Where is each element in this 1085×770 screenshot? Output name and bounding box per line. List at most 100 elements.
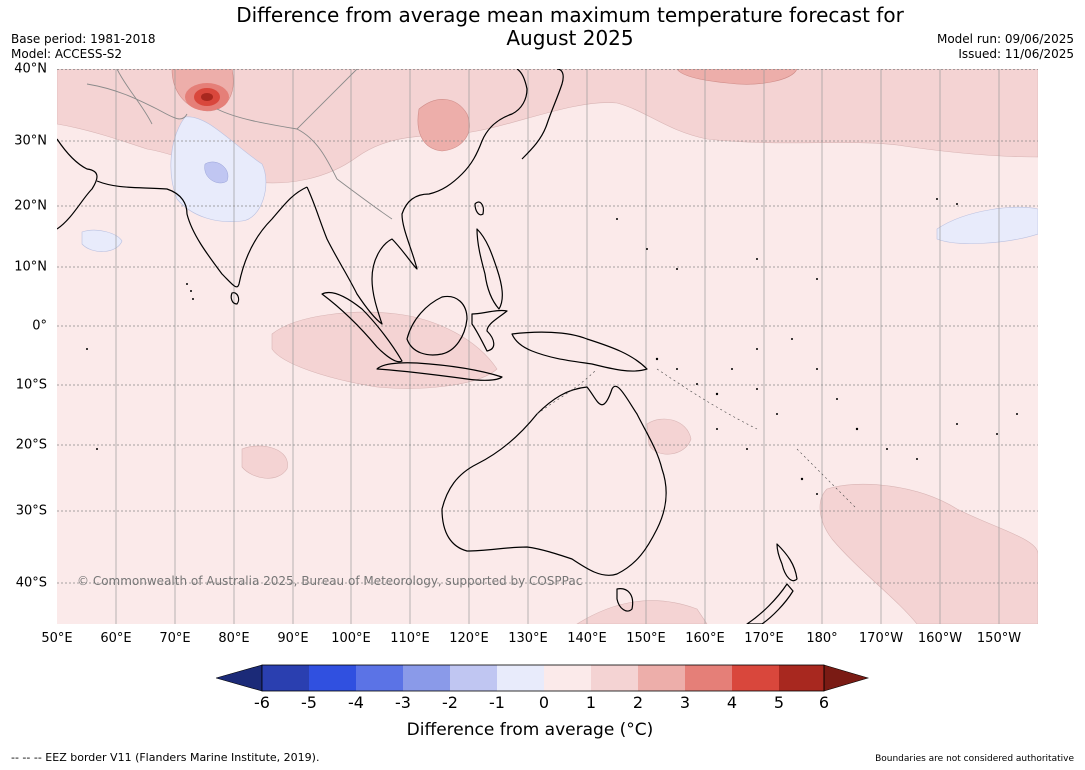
anomaly-hotspot [185,83,229,111]
lat-label-20n: 20°N [14,198,47,214]
colorbar-tick: -4 [348,693,364,712]
colorbar-segment [403,665,450,691]
lon-label-70e: 70°E [159,631,191,646]
anomaly-sumatra-java [271,311,498,389]
lat-label-30n: 30°N [14,133,47,149]
colorbar-tick: 4 [726,693,738,712]
issued-date-text: Issued: 11/06/2025 [958,47,1074,61]
lat-label-40n: 40°N [14,61,47,77]
lon-label-170w: 170°W [858,631,904,646]
lat-label-30s: 30°S [15,503,47,519]
colorbar-segment [779,665,824,691]
anomaly-east-china [417,99,470,152]
title-line-2: August 2025 [506,26,634,50]
coast-sumatra [321,291,403,363]
eez-borders [536,368,858,510]
lat-label-10s: 10°S [15,377,47,393]
coastlines [57,69,798,624]
coast-philippines [476,228,503,310]
colorbar-tick: 3 [679,693,691,712]
colorbar-segment [732,665,779,691]
lat-label-10n: 10°N [14,259,47,275]
coast-se-asia [306,69,528,325]
colorbar-arrow-low [216,664,263,692]
coast-java [376,362,503,381]
coast-borneo [406,295,468,356]
lon-label-80e: 80°E [218,631,250,646]
model-run-text: Model run: 09/06/2025 [936,32,1074,46]
graticule [115,69,1000,624]
lon-label-130e: 130°E [508,631,548,646]
colorbar-tick: -1 [489,693,505,712]
lon-label-150w: 150°W [976,631,1022,646]
anomaly-south-strip [576,600,708,624]
coast-arabia [57,138,98,230]
colorbar-segment [450,665,497,691]
colorbar-title: Difference from average (°C) [406,720,654,740]
coast-new-zealand-south [746,583,794,624]
anomaly-mongolia [676,69,798,85]
colorbar-segment [685,665,732,691]
coast-new-zealand-north [776,543,798,582]
lat-label-40s: 40°S [15,575,47,591]
lon-label-150e: 150°E [626,631,666,646]
lon-label-180: 180° [806,631,838,646]
anomaly-plus1-areas [57,69,1038,624]
colorbar-segment [262,665,309,691]
colorbar [216,664,870,692]
lon-label-120e: 120°E [449,631,489,646]
lon-label-160w: 160°W [917,631,963,646]
copyright-notice: © Commonwealth of Australia 2025, Bureau… [77,574,583,588]
coast-india [96,180,308,288]
anomaly-arabian-cool [81,229,123,252]
run-info: Model run: 09/06/2025 Issued: 11/06/2025 [937,32,1074,62]
lat-label-20s: 20°S [15,437,47,453]
colorbar-segment [638,665,685,691]
coast-tasmania [616,588,634,612]
map-title: Difference from average mean maximum tem… [180,4,960,50]
colorbar-tick: 1 [585,693,597,712]
lon-label-170e: 170°E [744,631,784,646]
colorbar-segment [497,665,544,691]
coast-australia [441,385,667,576]
pacific-islands [86,198,1018,495]
colorbar-tick: 0 [538,693,550,712]
colorbar-segment [309,665,356,691]
coast-new-guinea [511,331,648,372]
colorbar-tick: 5 [773,693,785,712]
coast-japan [521,69,564,160]
anomaly-tasman [819,483,1038,624]
anomaly-north-pacific-cool [936,206,1038,244]
coast-sulawesi [471,309,508,352]
lat-label-equator: 0° [32,318,47,334]
colorbar-tick: 2 [632,693,644,712]
latitude-lines [57,69,1038,584]
colorbar-frame [261,664,825,692]
lon-label-90e: 90°E [277,631,309,646]
boundaries-disclaimer: Boundaries are not considered authoritat… [875,754,1074,764]
lon-label-140e: 140°E [567,631,607,646]
lon-label-110e: 110°E [390,631,430,646]
colorbar-segment [591,665,638,691]
colorbar-tick: -3 [395,693,411,712]
colorbar-segment [356,665,403,691]
lon-label-50e: 50°E [41,631,73,646]
model-info: Base period: 1981-2018 Model: ACCESS-S2 [11,32,156,62]
colorbar-segment [544,665,591,691]
country-borders [86,69,393,220]
lon-label-100e: 100°E [331,631,371,646]
title-line-1: Difference from average mean maximum tem… [236,3,904,27]
lon-label-60e: 60°E [100,631,132,646]
colorbar-tick: -2 [442,693,458,712]
forecast-map [57,69,1038,624]
lon-label-160e: 160°E [685,631,725,646]
anomaly-south-indian [241,445,288,479]
colorbar-tick: -6 [254,693,270,712]
colorbar-tick: -5 [301,693,317,712]
coast-taiwan [474,201,484,216]
eez-footnote: -- -- -- EEZ border V11 (Flanders Marine… [11,751,320,764]
coast-sri-lanka [230,292,240,305]
colorbar-tick: 6 [818,693,830,712]
base-period-text: Base period: 1981-2018 [11,32,156,46]
colorbar-arrow-high [823,664,870,692]
